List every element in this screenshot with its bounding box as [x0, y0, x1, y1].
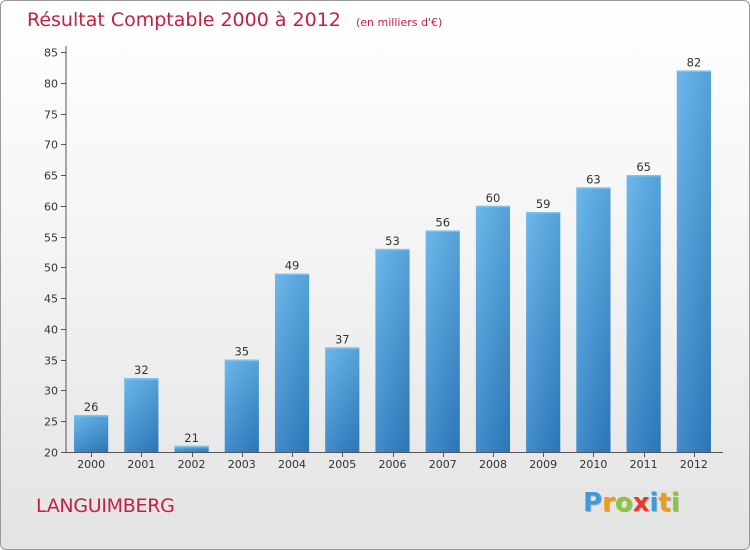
chart-title-unit: (en milliers d'€)	[355, 16, 443, 29]
bar-top-edge	[124, 378, 159, 380]
x-axis: 2000 2001 2002 2003 2004 2005 2006 2007 2008 2009…	[66, 452, 723, 471]
y-tick-label: 25	[44, 416, 58, 429]
bar-shade	[224, 359, 259, 452]
bar-top-edge	[274, 273, 310, 276]
y-tick-label: 60	[44, 201, 58, 214]
bar-top-edge	[74, 415, 109, 417]
bar-shade	[124, 378, 159, 452]
bar-shade	[274, 273, 310, 452]
x-tick-label: 2008	[479, 458, 507, 471]
x-tick-label: 2001	[127, 458, 155, 471]
y-tick-label: 30	[44, 385, 58, 398]
logo-letter: x	[632, 488, 650, 518]
x-tick-label: 2010	[579, 458, 607, 471]
bar-top-edge	[425, 230, 460, 232]
bar-series	[74, 70, 711, 453]
bar-top-edge	[224, 359, 259, 362]
x-tick-label: 2007	[429, 458, 457, 471]
bar-top-edge	[475, 205, 511, 208]
y-tick-label: 45	[44, 293, 58, 306]
logo-letter: o	[614, 488, 633, 518]
x-tick-label: 2000	[77, 458, 105, 471]
commune-name: LANGUIMBERG	[36, 495, 175, 517]
bar-top-edge	[174, 445, 209, 448]
bar-shade	[475, 205, 511, 452]
value-label: 59	[536, 197, 551, 211]
x-tick-label: 2005	[328, 458, 356, 471]
bar-top-edge	[626, 175, 661, 177]
y-tick-label: 75	[44, 109, 58, 122]
y-tick-label: 70	[44, 139, 58, 152]
x-tick-label: 2003	[228, 458, 256, 471]
x-tick-label: 2012	[680, 458, 708, 471]
value-labels: 26 32 21 35 49 37 53 56 60 59 63 65 82	[84, 55, 701, 444]
bar-top-edge	[526, 212, 561, 214]
y-tick-label: 80	[44, 78, 58, 91]
y-tick-label: 85	[44, 47, 58, 60]
bar-top-edge	[325, 347, 360, 349]
chart-title: Résultat Comptable 2000 à 2012 (en milli…	[27, 9, 442, 31]
y-tick-label: 50	[44, 262, 58, 275]
bar-shade	[576, 187, 611, 452]
y-tick-label: 55	[44, 232, 58, 245]
value-label: 26	[84, 400, 99, 414]
y-tick-label: 65	[44, 170, 58, 183]
value-label: 63	[586, 172, 601, 186]
y-tick-label: 20	[44, 447, 58, 460]
bar-top-edge	[676, 70, 711, 72]
x-tick-label: 2011	[630, 458, 658, 471]
x-tick-label: 2002	[178, 458, 206, 471]
value-label: 35	[234, 345, 249, 359]
logo-letter: P	[583, 488, 603, 518]
bar-top-edge	[576, 187, 611, 189]
logo-letter: t	[658, 488, 671, 518]
bar-shade	[425, 230, 460, 452]
value-label: 37	[335, 332, 350, 346]
bar-shade	[174, 445, 209, 452]
y-axis: 20 25 30 35 40 45 50 55 60 65 70 75 80 85	[44, 46, 67, 460]
logo-letter: i	[649, 488, 659, 518]
bar-shade	[626, 175, 661, 453]
value-label: 32	[134, 363, 149, 377]
x-tick-label: 2004	[278, 458, 306, 471]
bar-shade	[74, 415, 109, 452]
value-label: 56	[435, 215, 450, 229]
value-label: 65	[636, 160, 651, 174]
proxiti-logo: Proxiti	[583, 488, 680, 518]
bar-top-edge	[375, 248, 410, 251]
x-tick-label: 2006	[379, 458, 407, 471]
chart-title-main: Résultat Comptable 2000 à 2012	[27, 9, 341, 31]
bar-shade	[325, 347, 360, 452]
bar-shade	[676, 70, 711, 452]
x-tick-label: 2009	[529, 458, 557, 471]
value-label: 21	[184, 431, 199, 445]
logo-letter: i	[670, 488, 680, 518]
value-label: 60	[486, 191, 501, 205]
bar-shade	[375, 248, 410, 452]
value-label: 49	[285, 259, 300, 273]
bar-shade	[526, 212, 561, 452]
logo-letter: r	[602, 488, 615, 518]
y-tick-label: 40	[44, 324, 58, 337]
value-label: 53	[385, 234, 400, 248]
value-label: 82	[687, 55, 702, 69]
y-tick-label: 35	[44, 355, 58, 368]
